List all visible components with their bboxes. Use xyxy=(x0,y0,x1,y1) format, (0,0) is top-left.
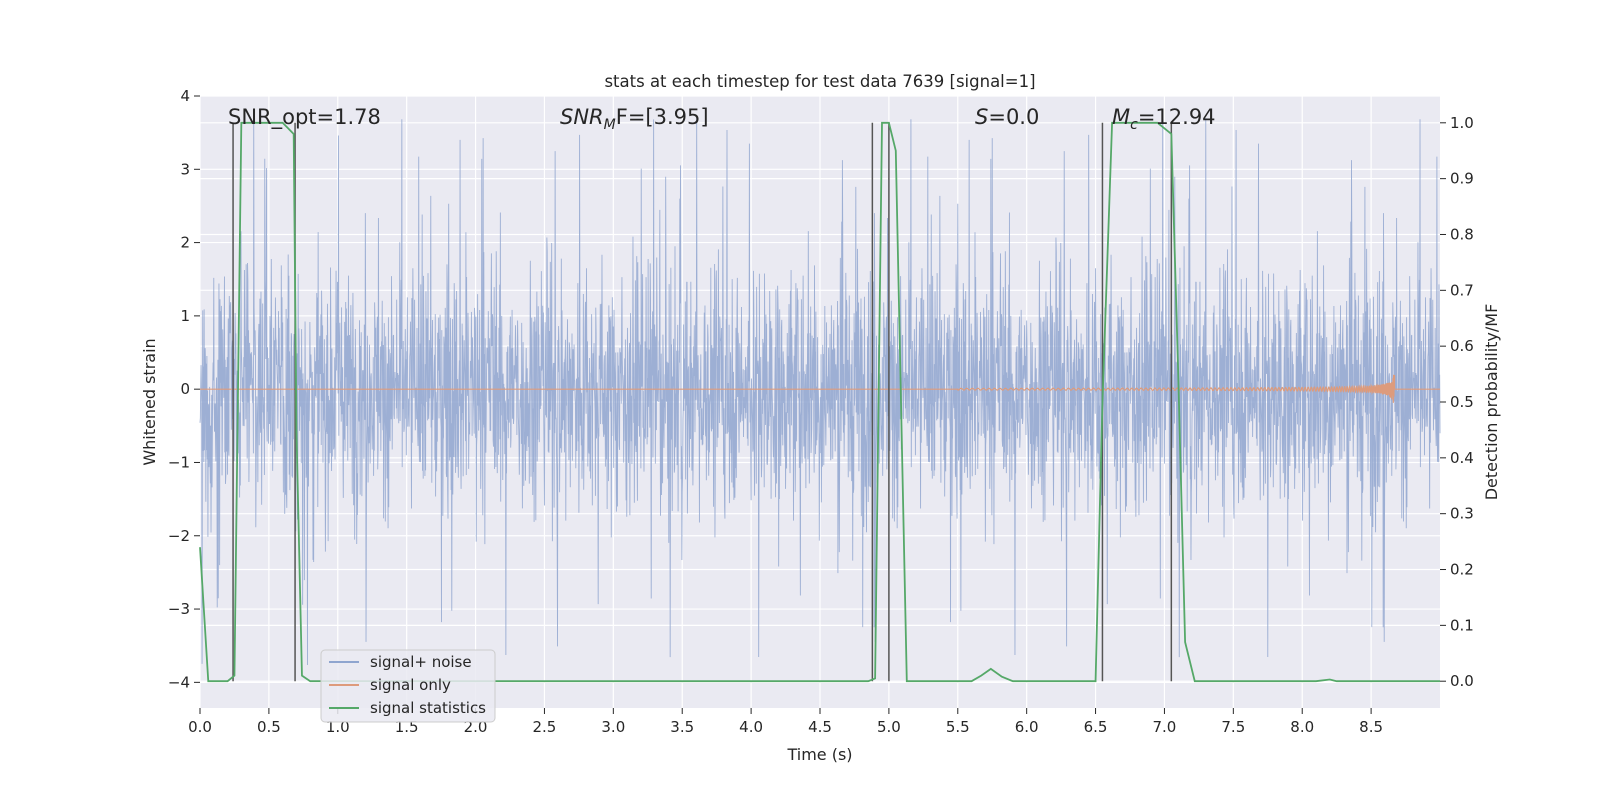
y-axis-ticks: 4 3 2 1 0 −1 −2 −3 −4 xyxy=(168,87,200,691)
x-tick-label: 0.5 xyxy=(257,718,281,736)
signal-only-line xyxy=(200,374,1440,403)
x-tick-label: 0.0 xyxy=(188,718,212,736)
signal-noise-line xyxy=(199,112,1441,665)
annotation-snr-mf: SNRMF=[3.95] xyxy=(560,105,709,133)
legend-box xyxy=(320,649,496,723)
y-right-tick-label: 0.9 xyxy=(1450,170,1474,188)
x-tick-label: 4.0 xyxy=(739,718,763,736)
y-right-axis-ticks: 1.0 0.9 0.8 0.7 0.6 0.5 0.4 0.3 0.2 0.1 0.0 xyxy=(1440,114,1474,690)
y-right-tick-label: 0.3 xyxy=(1450,505,1474,523)
series-signal-statistics xyxy=(199,121,1440,683)
chart-title: stats at each timestep for test data 763… xyxy=(604,72,1035,91)
x-tick-label: 6.5 xyxy=(1084,718,1108,736)
y-right-tick-label: 0.2 xyxy=(1450,561,1474,579)
y-right-tick-label: 0.8 xyxy=(1450,225,1474,243)
x-tick-label: 3.5 xyxy=(670,718,694,736)
legend: signal+ noise signal only signal statist… xyxy=(320,649,496,723)
x-axis-label: Time (s) xyxy=(786,745,852,764)
annotation-snr-opt: SNR_opt=1.78 xyxy=(228,105,381,130)
signal-statistics-line xyxy=(199,121,1440,683)
legend-label-signal-only: signal only xyxy=(370,676,451,694)
x-tick-label: 7.5 xyxy=(1221,718,1245,736)
y-right-tick-label: 0.1 xyxy=(1450,616,1474,634)
annotation-mc: Mc=12.94 xyxy=(1112,105,1216,133)
y-tick-label: 0 xyxy=(180,380,190,398)
annotation-s: S=0.0 xyxy=(975,105,1039,129)
y-tick-label: −2 xyxy=(168,527,190,545)
x-tick-label: 4.5 xyxy=(808,718,832,736)
y-tick-label: 4 xyxy=(180,87,190,105)
x-tick-label: 8.5 xyxy=(1359,718,1383,736)
y-tick-label: −4 xyxy=(168,673,190,691)
y-axis-label: Whitened strain xyxy=(140,338,159,465)
legend-label-signal-noise: signal+ noise xyxy=(370,653,472,671)
x-axis-ticks: 0.0 0.5 1.0 1.5 2.0 2.5 3.0 3.5 4.0 4.5 5.0 5.5 6.0 6… xyxy=(188,708,1383,736)
y-tick-label: 1 xyxy=(180,307,190,325)
y-tick-label: 2 xyxy=(180,234,190,252)
y-right-tick-label: 0.5 xyxy=(1450,393,1474,411)
x-tick-label: 7.0 xyxy=(1153,718,1177,736)
y-right-tick-label: 0.4 xyxy=(1450,449,1474,467)
x-tick-label: 2.5 xyxy=(533,718,557,736)
legend-label-signal-statistics: signal statistics xyxy=(370,699,486,717)
x-tick-label: 5.0 xyxy=(877,718,901,736)
y-right-tick-label: 0.0 xyxy=(1450,672,1474,690)
y-right-tick-label: 1.0 xyxy=(1450,114,1474,132)
y-tick-label: 3 xyxy=(180,160,190,178)
y-tick-label: −1 xyxy=(168,453,190,471)
x-tick-label: 8.0 xyxy=(1290,718,1314,736)
series-signal-noise xyxy=(199,112,1441,665)
series-signal-only xyxy=(200,374,1440,403)
y-right-tick-label: 0.6 xyxy=(1450,337,1474,355)
y-tick-label: −3 xyxy=(168,600,190,618)
y-right-axis-label: Detection probability/MF xyxy=(1482,304,1501,501)
x-tick-label: 6.0 xyxy=(1015,718,1039,736)
x-tick-label: 3.0 xyxy=(601,718,625,736)
x-tick-label: 5.5 xyxy=(946,718,970,736)
y-right-tick-label: 0.7 xyxy=(1450,281,1474,299)
